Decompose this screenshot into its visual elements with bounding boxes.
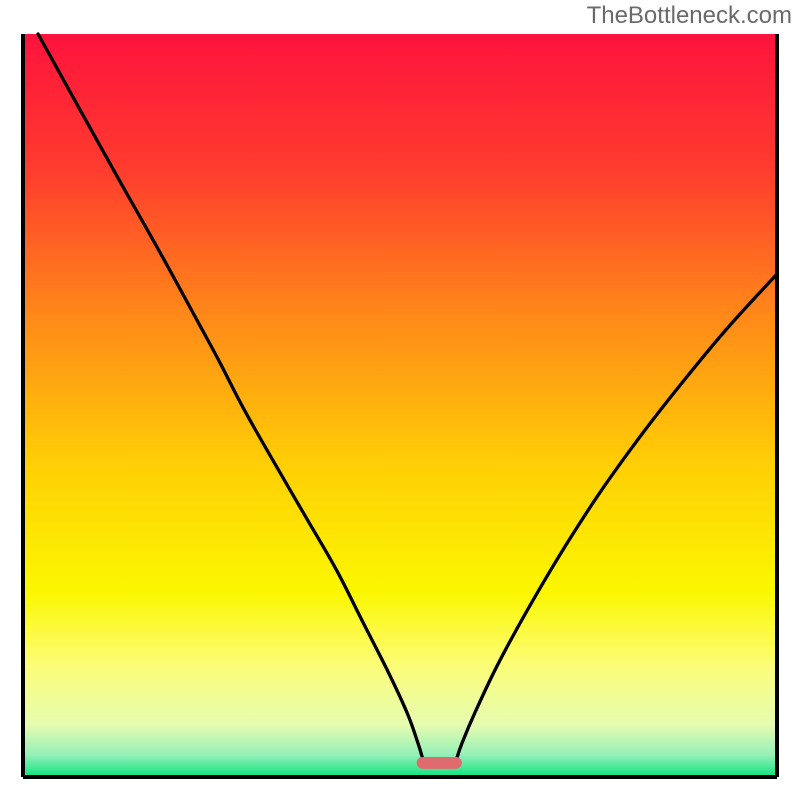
bottleneck-chart (0, 0, 800, 800)
watermark-label: TheBottleneck.com (587, 2, 792, 30)
optimal-marker (417, 757, 462, 769)
chart-container: TheBottleneck.com (0, 0, 800, 800)
